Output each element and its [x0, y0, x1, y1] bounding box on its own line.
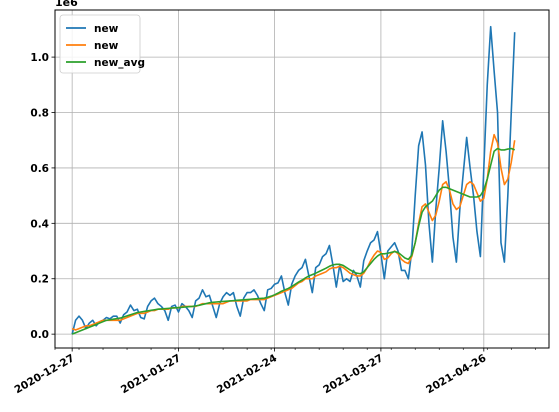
legend: new new new_avg [59, 14, 145, 74]
y-axis: 0.0 0.2 0.4 0.6 0.8 1.0 [30, 52, 55, 341]
legend-label: new [94, 40, 119, 52]
y-tick-label: 1.0 [30, 52, 49, 64]
legend-label: new_avg [94, 57, 145, 69]
legend-box [59, 14, 141, 74]
y-tick-label: 0.0 [30, 329, 49, 341]
y-multiplier-label: 1e6 [55, 0, 78, 9]
y-tick-label: 0.6 [30, 163, 49, 175]
plot-frame [54, 9, 550, 349]
y-tick-label: 0.2 [30, 274, 49, 286]
series-line-new_avg-2 [71, 147, 515, 335]
legend-label: new [94, 23, 119, 35]
y-tick-label: 0.8 [30, 108, 49, 120]
y-tick-label: 0.4 [30, 218, 49, 230]
series-lines [71, 25, 516, 335]
series-line-new-1 [71, 133, 516, 331]
